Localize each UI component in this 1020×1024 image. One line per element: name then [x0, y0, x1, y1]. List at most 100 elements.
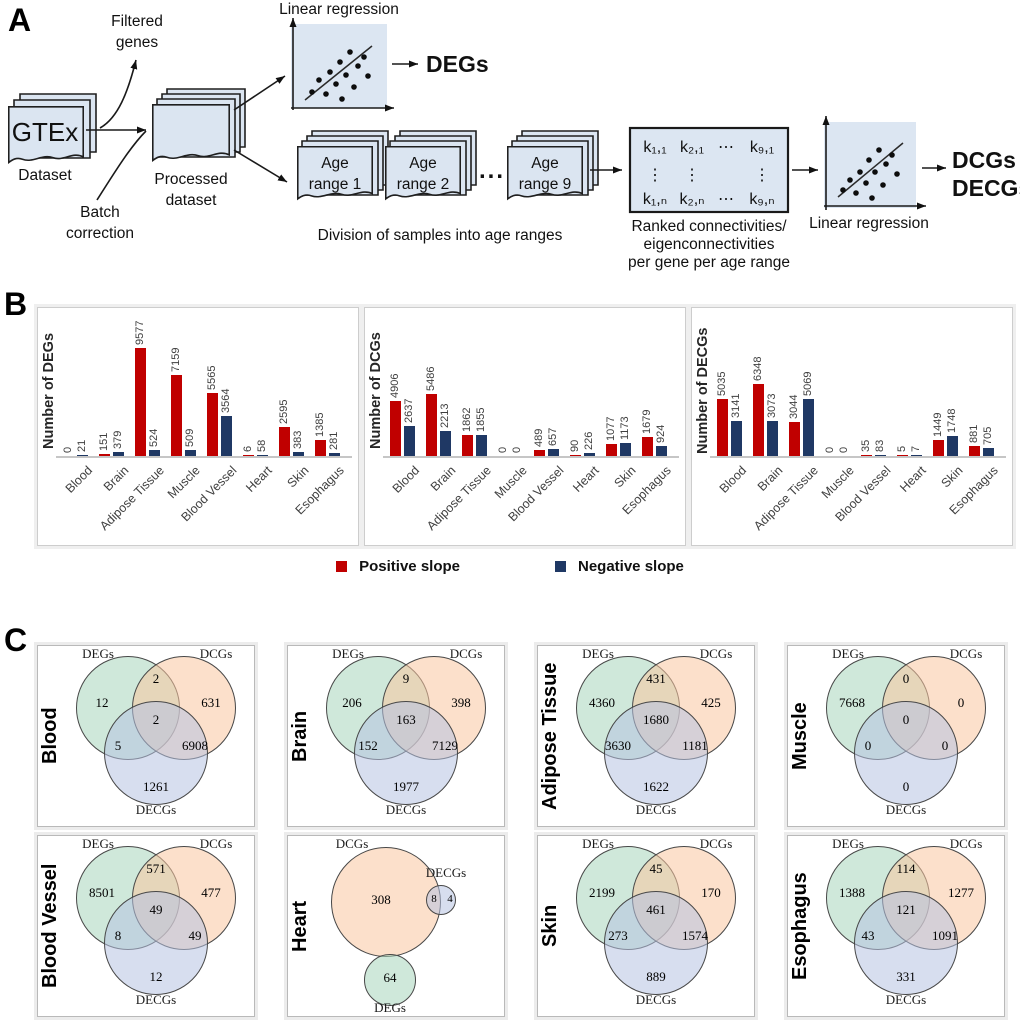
legend-item-positive: Positive slope [336, 558, 460, 575]
venn-value-dcgs_decgs: 8 [431, 893, 437, 905]
age-ellipsis: ... [479, 157, 505, 184]
slope-legend: Positive slope Negative slope [0, 558, 1020, 575]
svg-text:⋯: ⋯ [718, 139, 734, 156]
decgs-set-label: DECGs [885, 992, 927, 1007]
dcgs-set-label: DCGs [949, 646, 983, 661]
bar-value-label: 0 [511, 446, 523, 453]
bar-negative [404, 426, 415, 456]
venn-value-dcgs_only: 425 [701, 695, 721, 710]
svg-text:⋮: ⋮ [754, 167, 770, 184]
venn-value-degs_dcgs: 571 [146, 861, 166, 876]
venn-value-degs_only: 2199 [589, 885, 615, 900]
batch-correction-label2: correction [66, 225, 134, 242]
matrix-caption-1: Ranked connectivities/ [631, 218, 787, 235]
venn-value-degs_dcgs: 9 [402, 671, 410, 686]
bar-value-label: 5035 [716, 371, 728, 396]
bar-value-label: 3044 [788, 394, 800, 419]
dcgs-output-label: DCGs [952, 147, 1016, 173]
y-axis-title: Number of DEGs [41, 333, 57, 450]
venn-value-degs_dcgs: 2 [152, 671, 160, 686]
degs-circle [364, 954, 416, 1006]
age-range-2-stack: Age range 2 [385, 131, 476, 200]
venn-value-degs_only: 7668 [839, 695, 865, 710]
bar-positive [753, 384, 764, 456]
x-axis-line [56, 456, 352, 458]
matrix-caption-2: eigenconnectivities [644, 236, 775, 253]
venn-value-center: 2 [152, 712, 160, 727]
bar-value-label: 151 [98, 432, 110, 451]
bar-value-label: 881 [968, 424, 980, 443]
dcgs-circle [331, 847, 441, 957]
bar-positive [534, 450, 545, 456]
dcgs-set-label: DCGs [335, 836, 369, 851]
negative-slope-swatch [555, 561, 566, 572]
venn-value-dcgs_decgs: 7129 [432, 738, 458, 753]
venn-value-decgs_only: 1977 [393, 779, 419, 794]
bar-positive [462, 435, 473, 456]
tissue-label: Blood Vessel [39, 863, 61, 989]
venn-value-degs_dcgs: 114 [896, 861, 916, 876]
venn-value-decgs_only: 1261 [143, 779, 169, 794]
venn-value-decgs_only: 12 [149, 969, 163, 984]
bar-negative [293, 452, 304, 456]
venn-muscle: Muscle DEGs DCGs DECGs 7668 0 0 0 0 0 0 [784, 642, 1008, 830]
venn-value-degs_decgs: 273 [608, 928, 628, 943]
bar-positive [642, 437, 653, 456]
degs-output-label: DEGs [426, 51, 489, 77]
bar-positive [717, 399, 728, 456]
bar-value-label: 383 [292, 430, 304, 449]
decgs-circle [854, 701, 958, 805]
connectivity-matrix: k₁,₁ k₂,₁ ⋯ k₉,₁ ⋮ ⋮ ⋮ k₁,ₙ k₂,ₙ ⋯ k₉,ₙ [628, 126, 790, 214]
venn-value-dcgs_decgs: 1181 [682, 738, 708, 753]
bar-positive [207, 393, 218, 456]
linear-regression-plot-top [289, 18, 394, 112]
category-label: Adipose Tissue [97, 463, 168, 534]
linear-regression-top-label: Linear regression [279, 1, 399, 18]
positive-slope-swatch [336, 561, 348, 572]
decgs-set-label: DECGs [635, 802, 677, 817]
bar-value-label: 6348 [752, 356, 764, 381]
gtex-label: GTEx [12, 117, 78, 147]
degs-set-label: DEGs [82, 836, 114, 851]
venn-value-dcgs_only: 170 [701, 885, 721, 900]
venn-value-degs_decgs: 0 [864, 738, 872, 753]
svg-text:k₂,₁: k₂,₁ [680, 139, 704, 156]
venn-value-dcgs_only: 398 [451, 695, 471, 710]
bar-positive [426, 394, 437, 456]
bar-value-label: 9577 [134, 320, 146, 345]
age-range-1-label: Age [321, 155, 349, 172]
svg-text:⋮: ⋮ [647, 167, 663, 184]
bar-negative [221, 416, 232, 456]
venn-value-dcgs_only: 308 [371, 892, 391, 907]
degs-set-label: DEGs [332, 646, 364, 661]
venn-adipose-tissue: Adipose Tissue DEGs DCGs DECGs 4360 431 425 168… [534, 642, 758, 830]
venn-value-dcgs_decgs: 6908 [182, 738, 208, 753]
venn-value-degs_only: 4360 [589, 695, 615, 710]
tissue-label: Adipose Tissue [539, 662, 561, 810]
decgs-set-label: DECGs [385, 802, 427, 817]
tissue-label: Blood [39, 707, 61, 765]
bar-positive [99, 454, 110, 456]
linear-regression-plot-bottom [822, 116, 926, 210]
decgs-set-label: DECGs [135, 992, 177, 1007]
venn-skin: Skin DEGs DCGs DECGs 2199 45 170 461 273 1574 889 [534, 832, 758, 1020]
bar-value-label: 1748 [946, 408, 958, 433]
category-label: Brain [427, 463, 459, 494]
bar-negative [185, 450, 196, 456]
bar-value-label: 657 [547, 427, 559, 446]
bar-value-label: 2595 [278, 399, 290, 424]
x-axis-line [383, 456, 679, 458]
venn-value-degs_dcgs: 0 [902, 671, 910, 686]
bar-value-label: 379 [112, 430, 124, 449]
venn-value-degs_decgs: 8 [114, 928, 122, 943]
to-age-ranges-arrow [233, 149, 288, 183]
filtered-genes-arrow [99, 59, 138, 129]
dcgs-set-label: DCGs [199, 646, 233, 661]
category-label: Blood [62, 463, 96, 496]
bar-value-label: 281 [328, 431, 340, 450]
svg-text:⋯: ⋯ [718, 191, 734, 208]
decgs-circle [104, 891, 208, 995]
venn-value-degs_decgs: 5 [114, 738, 122, 753]
venn-value-dcgs_decgs: 49 [188, 928, 202, 943]
bar-negative [329, 453, 340, 456]
